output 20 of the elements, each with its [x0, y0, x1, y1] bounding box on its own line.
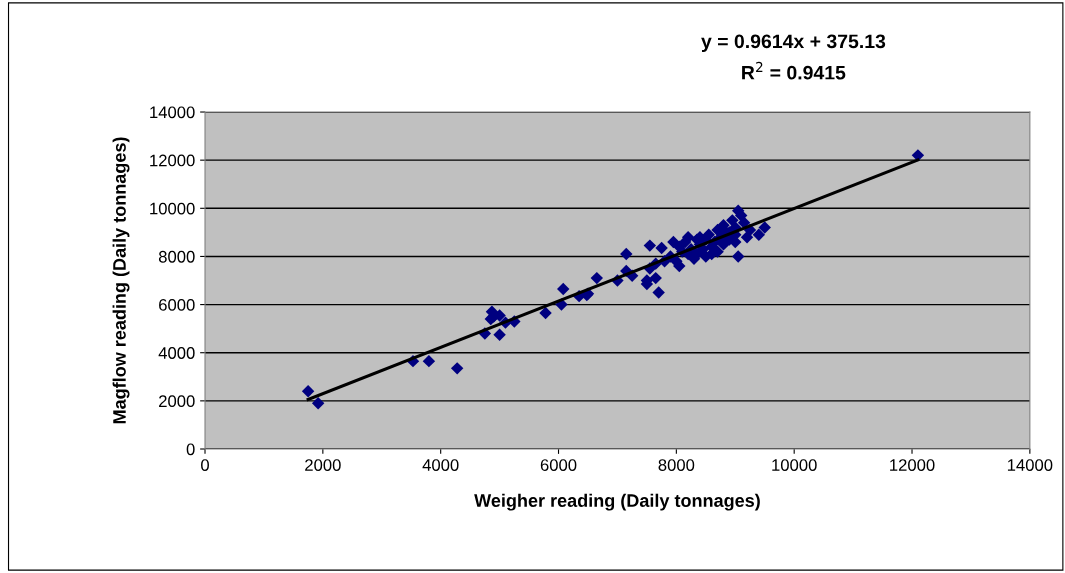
- y-tick-label: 0: [186, 443, 195, 456]
- x-tick-label: 2000: [305, 459, 341, 471]
- x-tick-label: 8000: [658, 459, 695, 471]
- y-axis-title: Magflow reading (Daily tonnages): [112, 137, 130, 424]
- y-tick-label: 10000: [150, 202, 195, 215]
- x-tick-label: 0: [201, 459, 209, 471]
- x-tick-label: 6000: [540, 459, 577, 471]
- y-tick-label: 12000: [150, 154, 195, 167]
- y-tick-label: 8000: [158, 250, 195, 263]
- x-axis-title: Weigher reading (Daily tonnages): [474, 493, 760, 511]
- y-tick-label: 14000: [150, 106, 195, 119]
- y-tick-label: 4000: [158, 347, 195, 359]
- x-tick-label: 12000: [890, 459, 935, 471]
- text: R$^{2}$ = 0.9415: [742, 61, 846, 80]
- text: y = 0.9614x + 375.13: [701, 34, 886, 53]
- y-tick-label: 6000: [159, 298, 195, 311]
- x-tick-label: 10000: [772, 459, 817, 471]
- x-tick-label: 4000: [422, 459, 459, 471]
- x-tick-label: 14000: [1007, 459, 1053, 471]
- y-tick-label: 2000: [159, 395, 195, 408]
